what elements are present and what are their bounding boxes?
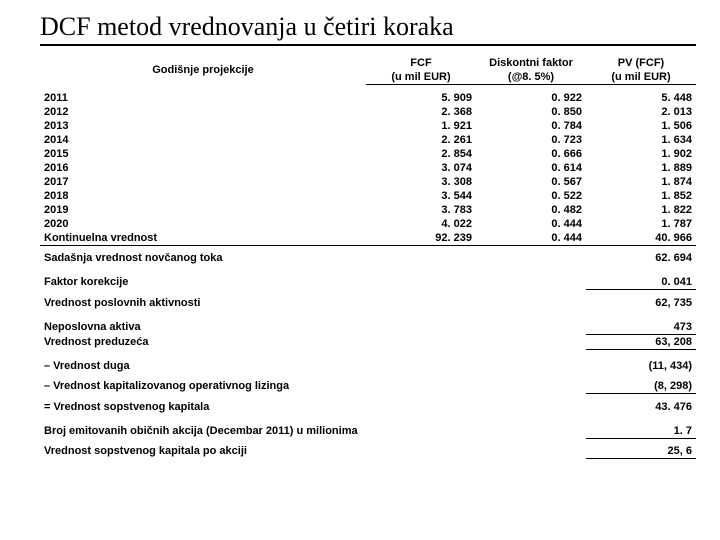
per-share-row: Vrednost sopstvenog kapitala po akciji25…	[40, 444, 696, 459]
table-row: 20152. 8540. 6661. 902	[40, 147, 696, 161]
enterprise-value-row: Vrednost preduzeća63, 208	[40, 334, 696, 349]
correction-factor-row: Faktor korekcije0. 041	[40, 275, 696, 290]
header-row-1: Godišnje projekcije FCF Diskontni faktor…	[40, 56, 696, 70]
col-fcf: FCF	[366, 56, 476, 70]
business-value-row: Vrednost poslovnih aktivnosti62, 735	[40, 296, 696, 310]
shares-row: Broj emitovanih običnih akcija (Decembar…	[40, 424, 696, 439]
table-row: Kontinuelna vrednost92. 2390. 44440. 966	[40, 231, 696, 246]
slide: DCF metod vrednovanja u četiri koraka Go…	[0, 0, 720, 540]
table-row: 20163. 0740. 6141. 889	[40, 161, 696, 175]
pv-cashflow-row: Sadašnja vrednost novčanog toka62. 694	[40, 251, 696, 265]
unit-fcf: (u mil EUR)	[366, 70, 476, 85]
table-row: 20122. 3680. 8502. 013	[40, 105, 696, 119]
col-pv: PV (FCF)	[586, 56, 696, 70]
col-df: Diskontni faktor	[476, 56, 586, 70]
col-label: Godišnje projekcije	[40, 56, 366, 85]
table-row: 20131. 9210. 7841. 506	[40, 119, 696, 133]
table-row: 20183. 5440. 5221. 852	[40, 189, 696, 203]
table-row: 20115. 9090. 9225. 448	[40, 91, 696, 105]
unit-df: (@8. 5%)	[476, 70, 586, 85]
nonop-assets-row: Neposlovna aktiva473	[40, 320, 696, 335]
slide-title: DCF metod vrednovanja u četiri koraka	[40, 12, 696, 46]
equity-value-row: = Vrednost sopstvenog kapitala43. 476	[40, 400, 696, 414]
table-row: 20173. 3080. 5671. 874	[40, 175, 696, 189]
debt-row: – Vrednost duga(11, 434)	[40, 359, 696, 373]
unit-pv: (u mil EUR)	[586, 70, 696, 85]
dcf-table: Godišnje projekcije FCF Diskontni faktor…	[40, 56, 696, 459]
table-row: 20204. 0220. 4441. 787	[40, 217, 696, 231]
table-row: 20142. 2610. 7231. 634	[40, 133, 696, 147]
table-row: 20193. 7830. 4821. 822	[40, 203, 696, 217]
leasing-row: – Vrednost kapitalizovanog operativnog l…	[40, 379, 696, 394]
